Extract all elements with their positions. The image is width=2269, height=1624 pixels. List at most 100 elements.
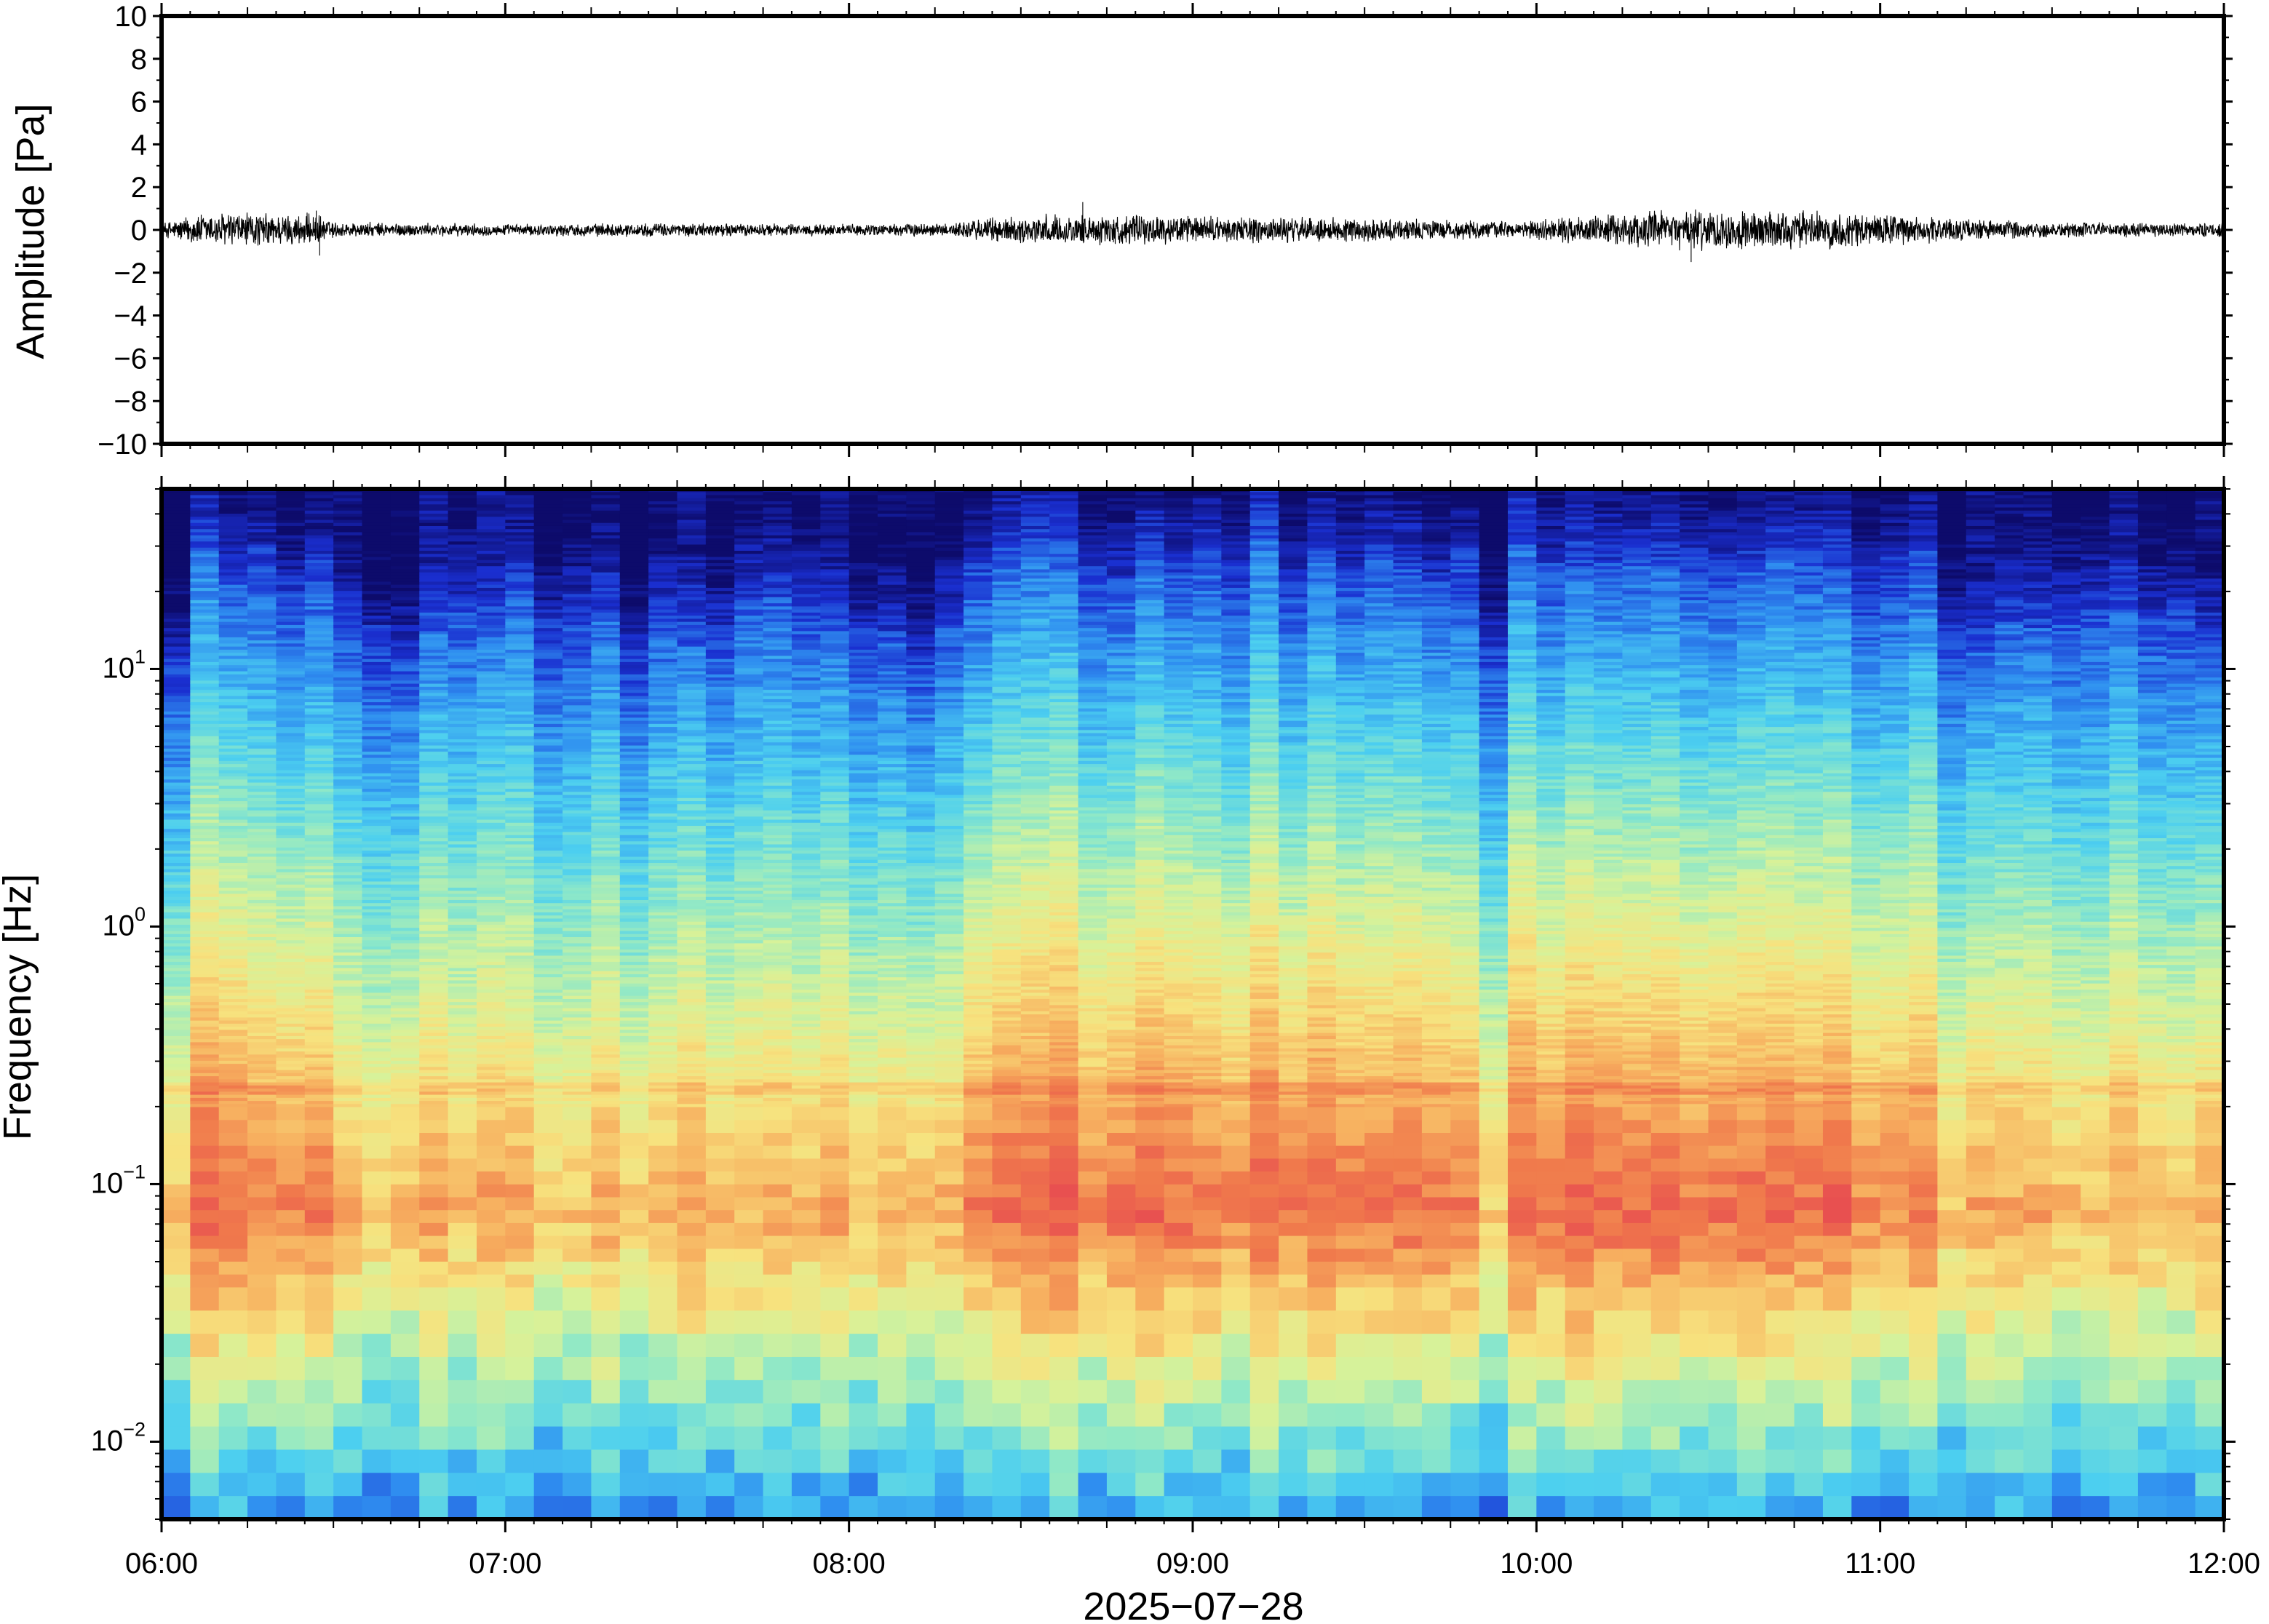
spectrogram-cell xyxy=(304,1064,334,1067)
spectrogram-cell xyxy=(648,936,678,941)
spectrogram-cell xyxy=(276,1076,306,1080)
spectrogram-cell xyxy=(304,1449,334,1473)
spectrogram-cell xyxy=(247,875,277,879)
spectrogram-cell xyxy=(648,931,678,935)
spectrogram-cell xyxy=(563,760,592,765)
spectrogram-cell xyxy=(476,705,506,709)
spectrogram-cell xyxy=(476,875,506,879)
spectrogram-cell xyxy=(247,779,277,784)
spectrogram-cell xyxy=(390,646,421,650)
spectrogram-cell xyxy=(362,764,392,768)
spectrogram-cell xyxy=(591,822,621,827)
spectrogram-cell xyxy=(247,1310,277,1334)
spectrogram-cell xyxy=(648,541,678,546)
spectrogram-cell xyxy=(591,720,621,725)
spectrogram-cell xyxy=(619,998,649,1003)
spectrogram-cell xyxy=(390,547,421,552)
spectrogram-cell xyxy=(190,1039,220,1043)
spectrogram-cell xyxy=(390,532,421,536)
spectrogram-cell xyxy=(362,621,392,626)
spectrogram-cell xyxy=(362,1262,392,1275)
spectrogram-cell xyxy=(677,838,707,842)
waveform-y-tick-label: 8 xyxy=(131,44,147,76)
spectrogram-cell xyxy=(619,1064,649,1067)
spectrogram-cell xyxy=(619,1079,649,1083)
spectrogram-cell xyxy=(333,609,363,613)
spectrogram-cell xyxy=(390,517,421,521)
spectrogram-cell xyxy=(705,1274,736,1288)
spectrogram-cell xyxy=(476,624,506,629)
spectrogram-cell xyxy=(476,782,506,787)
spectrogram-cell xyxy=(190,606,220,610)
spectrogram-cell xyxy=(390,513,421,517)
spectrogram-cell xyxy=(648,584,678,589)
spectrogram-cell xyxy=(304,912,334,916)
spectrogram-cell xyxy=(247,866,277,870)
spectrogram-cell xyxy=(734,943,764,947)
spectrogram-cell xyxy=(304,847,334,851)
spectrogram-cell xyxy=(677,869,707,873)
spectrogram-cell xyxy=(533,572,563,576)
spectrogram-cell xyxy=(648,522,678,527)
spectrogram-cell xyxy=(190,928,220,932)
spectrogram-cell xyxy=(390,1274,421,1288)
spectrogram-cell xyxy=(276,887,306,891)
spectrogram-cell xyxy=(276,1473,306,1497)
spectrogram-cell xyxy=(247,928,277,932)
spectrogram-cell xyxy=(476,1088,506,1092)
spectrogram-cell xyxy=(563,891,592,895)
spectrogram-cell xyxy=(591,844,621,848)
spectrogram-cell xyxy=(505,936,535,941)
spectrogram-cell xyxy=(734,727,764,731)
spectrogram-cell xyxy=(362,1005,392,1009)
spectrogram-cell xyxy=(419,921,449,926)
spectrogram-cell xyxy=(304,591,334,595)
spectrogram-cell xyxy=(419,640,449,644)
spectrogram-cell xyxy=(705,535,736,539)
spectrogram-cell xyxy=(734,547,764,552)
spectrogram-cell xyxy=(362,575,392,579)
spectrogram-cell xyxy=(304,899,334,904)
spectrogram-cell xyxy=(763,535,792,539)
spectrogram-cell xyxy=(619,698,649,703)
spectrogram-cell xyxy=(247,550,277,554)
spectrogram-cell xyxy=(276,723,306,728)
spectrogram-cell xyxy=(591,1064,621,1067)
spectrogram-cell xyxy=(563,1076,592,1080)
spectrogram-cell xyxy=(677,1094,707,1099)
spectrogram-cell xyxy=(276,550,306,554)
spectrogram-cell xyxy=(563,717,592,722)
spectrogram-cell xyxy=(533,541,563,546)
spectrogram-cell xyxy=(362,1070,392,1074)
spectrogram-cell xyxy=(218,1287,248,1311)
spectrogram-cell xyxy=(648,646,678,650)
spectrogram-cell xyxy=(505,983,535,987)
spectrogram-cell xyxy=(333,501,363,505)
spectrogram-cell xyxy=(533,1076,563,1080)
spectrogram-cell xyxy=(419,789,449,792)
spectrogram-cell xyxy=(448,1005,477,1009)
spectrogram-cell xyxy=(648,1030,678,1034)
spectrogram-cell xyxy=(476,884,506,888)
spectrogram-cell xyxy=(563,936,592,941)
spectrogram-cell xyxy=(648,1032,678,1037)
spectrogram-cell xyxy=(390,603,421,608)
spectrogram-cell xyxy=(734,1032,764,1037)
spectrogram-cell xyxy=(591,801,621,805)
spectrogram-cell xyxy=(677,878,707,883)
spectrogram-cell xyxy=(505,584,535,589)
spectrogram-cell xyxy=(333,906,363,910)
spectrogram-cell xyxy=(304,492,334,496)
spectrogram-cell xyxy=(705,733,736,737)
spectrogram-cell xyxy=(247,1020,277,1024)
spectrogram-cell xyxy=(677,1380,707,1404)
spectrogram-cell xyxy=(476,955,506,960)
spectrogram-cell xyxy=(333,1473,363,1497)
spectrogram-cell xyxy=(333,569,363,573)
spectrogram-cell xyxy=(677,810,707,814)
spectrogram-cell xyxy=(591,1008,621,1012)
spectrogram-cell xyxy=(476,1027,506,1030)
spectrogram-cell xyxy=(333,903,363,907)
spectrogram-cell xyxy=(390,936,421,941)
